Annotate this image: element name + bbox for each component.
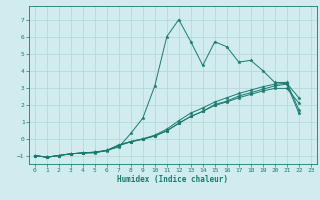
X-axis label: Humidex (Indice chaleur): Humidex (Indice chaleur) [117, 175, 228, 184]
